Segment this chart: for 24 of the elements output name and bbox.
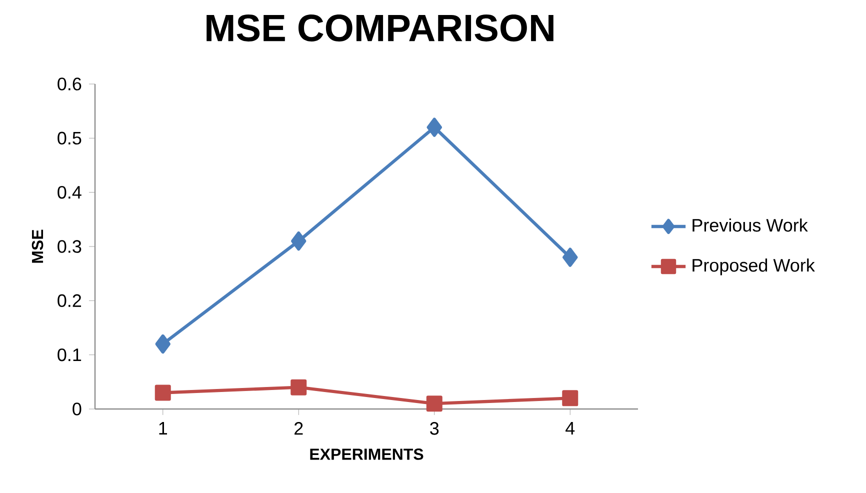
- y-tick-label: 0.1: [58, 348, 82, 362]
- point: [291, 231, 306, 251]
- x-tick-label: 3: [430, 422, 439, 435]
- y-tick-label: 0.5: [58, 132, 82, 145]
- point: [290, 379, 307, 396]
- point: [562, 248, 578, 267]
- legend-label: Proposed Work: [692, 258, 815, 276]
- point: [426, 118, 442, 137]
- point: [426, 396, 442, 412]
- y-tick-label: 0.6: [58, 78, 82, 90]
- y-tick-label: 0.4: [58, 186, 82, 199]
- point: [562, 390, 578, 406]
- x-tick-label: 1: [159, 422, 167, 434]
- chart-title: MSE COMPARISON: [206, 14, 554, 42]
- point: [155, 334, 170, 354]
- x-tick-label: 4: [566, 422, 575, 434]
- x-tick-label: 2: [294, 422, 303, 435]
- y-tick-label: 0: [72, 402, 82, 416]
- x-axis-title: EXPERIMENTS: [310, 448, 424, 460]
- point: [154, 384, 171, 401]
- y-tick-label: 0.3: [58, 240, 82, 253]
- y-axis-title: MSE: [32, 230, 44, 263]
- legend-label: Previous Work: [692, 218, 808, 232]
- y-tick-label: 0.2: [58, 294, 82, 308]
